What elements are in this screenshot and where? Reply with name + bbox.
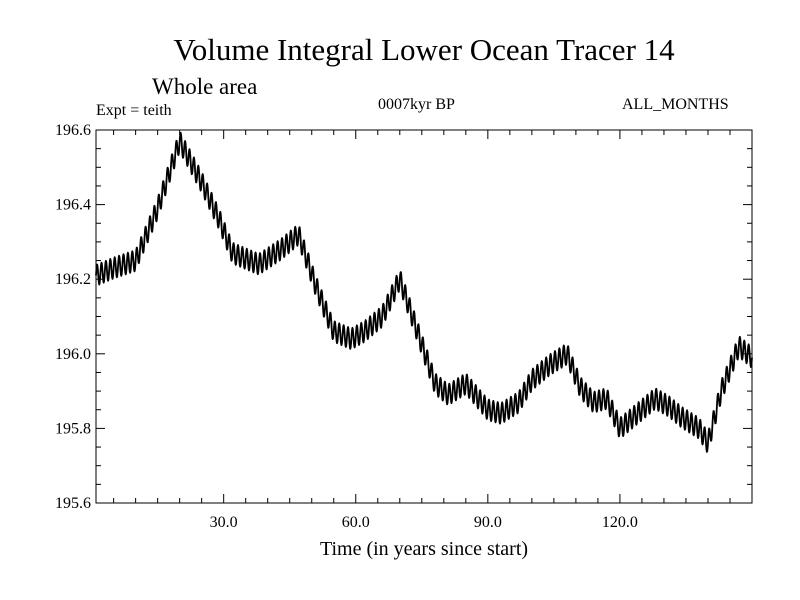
y-tick-label: 196.2 <box>55 271 91 288</box>
y-tick-label: 196.0 <box>55 346 91 363</box>
plot-frame <box>95 129 753 504</box>
axis-ticks <box>96 129 753 504</box>
y-tick-label: 196.6 <box>55 122 91 139</box>
x-tick-label: 30.0 <box>210 514 238 531</box>
series-group <box>95 131 753 453</box>
x-tick-label: 120.0 <box>602 514 638 531</box>
period-label: 0007kyr BP <box>378 96 455 113</box>
series-line <box>95 131 753 453</box>
chart-title: Volume Integral Lower Ocean Tracer 14 <box>173 32 675 67</box>
y-tick-label: 196.4 <box>55 197 91 214</box>
chart-subtitle: Whole area <box>152 74 258 99</box>
y-tick-label: 195.6 <box>55 495 91 512</box>
x-axis-label: Time (in years since start) <box>319 538 529 560</box>
y-tick-label: 195.8 <box>55 420 91 437</box>
x-tick-label: 90.0 <box>474 514 502 531</box>
months-label: ALL_MONTHS <box>622 96 729 113</box>
tick-labels: 30.0 60.0 90.0 120.0 195.6 195.8 196.0 196.2 196… <box>55 122 638 531</box>
x-tick-label: 60.0 <box>342 514 370 531</box>
experiment-label: Expt = teith <box>96 102 172 119</box>
